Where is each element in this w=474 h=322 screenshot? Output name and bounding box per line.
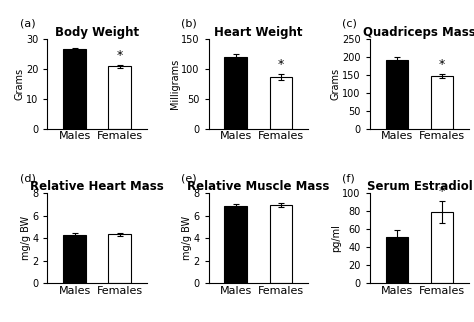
Title: Body Weight: Body Weight — [55, 26, 139, 39]
Bar — [385, 238, 408, 283]
Bar — [63, 235, 86, 283]
Bar — [385, 60, 408, 128]
Text: *: * — [117, 49, 123, 62]
Text: (a): (a) — [19, 19, 35, 29]
Bar — [270, 205, 292, 283]
Y-axis label: Milligrams: Milligrams — [170, 59, 180, 109]
Bar — [109, 234, 131, 283]
Title: Serum Estradiol: Serum Estradiol — [366, 180, 473, 194]
Title: Quadriceps Mass: Quadriceps Mass — [363, 26, 474, 39]
Title: Heart Weight: Heart Weight — [214, 26, 302, 39]
Text: (c): (c) — [342, 19, 357, 29]
Y-axis label: Grams: Grams — [15, 68, 25, 100]
Bar — [431, 76, 454, 128]
Bar — [224, 206, 247, 283]
Bar — [224, 57, 247, 128]
Text: *: * — [439, 185, 445, 198]
Text: *: * — [439, 58, 445, 71]
Y-axis label: Grams: Grams — [331, 68, 341, 100]
Title: Relative Heart Mass: Relative Heart Mass — [30, 180, 164, 194]
Bar — [109, 66, 131, 128]
Bar — [431, 212, 454, 283]
Text: (d): (d) — [19, 174, 36, 184]
Bar — [63, 49, 86, 128]
Text: *: * — [278, 58, 284, 71]
Text: (f): (f) — [342, 174, 355, 184]
Y-axis label: pg/ml: pg/ml — [331, 224, 341, 252]
Text: (e): (e) — [181, 174, 196, 184]
Text: (b): (b) — [181, 19, 197, 29]
Y-axis label: mg/g BW: mg/g BW — [182, 216, 192, 260]
Bar — [270, 77, 292, 128]
Title: Relative Muscle Mass: Relative Muscle Mass — [187, 180, 329, 194]
Y-axis label: mg/g BW: mg/g BW — [21, 216, 31, 260]
